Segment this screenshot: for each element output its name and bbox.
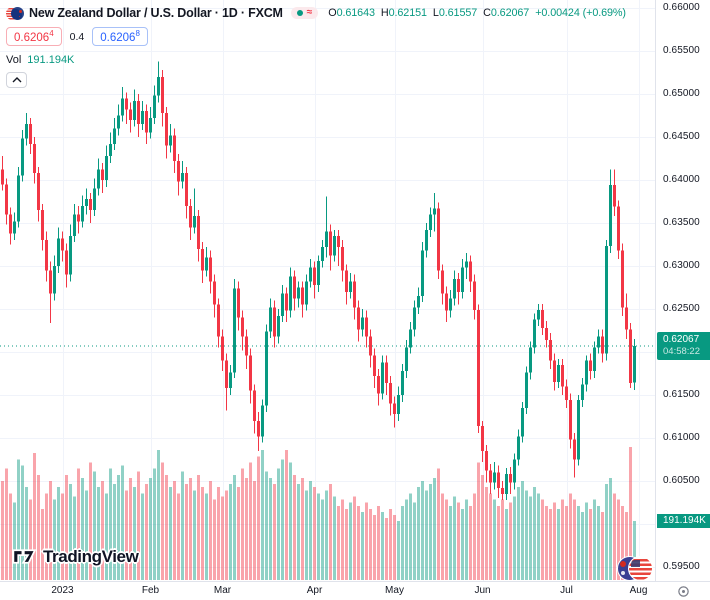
price-tick-label: 0.65000 [663,88,700,99]
grid-lines [0,0,656,581]
open-value: 0.61643 [336,7,375,19]
time-axis[interactable]: 2023 Feb Mar Apr May Jun Jul Aug [0,581,710,600]
high-label: H [380,7,389,19]
price-tick-label: 0.62500 [663,303,700,314]
ohlc-values: O0.61643 H0.62151 L0.61557 C0.62067 +0.0… [328,7,626,19]
price-tick-label: 0.66000 [663,2,700,13]
price-tick-label: 0.64500 [663,131,700,142]
close-value: 0.62067 [490,7,530,19]
volume-axis-label: 191.194K [657,513,710,528]
collapse-legend-button[interactable] [6,72,27,88]
tradingview-logo-text: TradingView [43,546,139,566]
price-tick-label: 0.61500 [663,389,700,400]
price-tick-label: 0.59500 [663,561,700,572]
price-tick-label: 0.60500 [663,475,700,486]
time-tick-label: 2023 [51,585,74,596]
pair-flags-icon [617,555,655,582]
last-price-value: 0.62067 [663,334,700,346]
price-tick-label: 0.61000 [663,432,700,443]
time-tick-label: May [385,585,404,596]
buy-ask-button[interactable]: 0.62068 [92,26,148,47]
gear-icon [678,586,689,597]
currency-pair-icon [6,6,24,21]
price-axis[interactable]: 0.595000.600000.605000.610000.615000.620… [655,0,710,600]
market-status-pill[interactable]: ≈ [290,7,319,19]
candlestick-series [1,61,636,500]
chart-legend: New Zealand Dollar / U.S. Dollar · 1D · … [6,4,626,88]
open-label: O [328,7,337,19]
tradingview-logo[interactable]: TradingView [12,546,139,567]
time-tick-label: Feb [141,585,160,596]
spread-value: 0.4 [69,30,85,43]
time-tick-label: Jul [560,585,573,596]
time-tick-label: Jun [474,585,491,596]
change-value: +0.00424 (+0.69%) [535,7,626,19]
time-tick-label: Apr [306,585,323,596]
close-label: C [483,7,491,19]
us-flag-icon [628,556,653,581]
symbol-title[interactable]: New Zealand Dollar / U.S. Dollar · 1D · … [29,6,283,20]
low-value: 0.61557 [438,7,478,19]
time-tick-label: Mar [213,585,232,596]
time-tick-label: Aug [629,585,648,596]
volume-legend-value: 191.194K [27,54,75,66]
bar-countdown: 04:58:22 [663,346,700,358]
chevron-up-icon [12,77,21,83]
market-open-dot-icon [296,10,303,16]
price-tick-label: 0.64000 [663,174,700,185]
chart-canvas[interactable] [0,0,656,581]
price-tick-label: 0.63000 [663,260,700,271]
high-value: 0.62151 [388,7,427,19]
volume-series [1,447,636,580]
tradingview-logo-icon [12,549,37,564]
price-tick-label: 0.65500 [663,45,700,56]
last-price-label: 0.62067 04:58:22 [657,332,710,361]
low-label: L [432,7,439,19]
price-tick-label: 0.63500 [663,217,700,228]
axis-settings-gear-icon[interactable] [677,585,690,600]
sell-bid-button[interactable]: 0.62064 [6,26,62,47]
delayed-data-icon: ≈ [306,7,313,18]
volume-legend-label: Vol [6,54,22,66]
